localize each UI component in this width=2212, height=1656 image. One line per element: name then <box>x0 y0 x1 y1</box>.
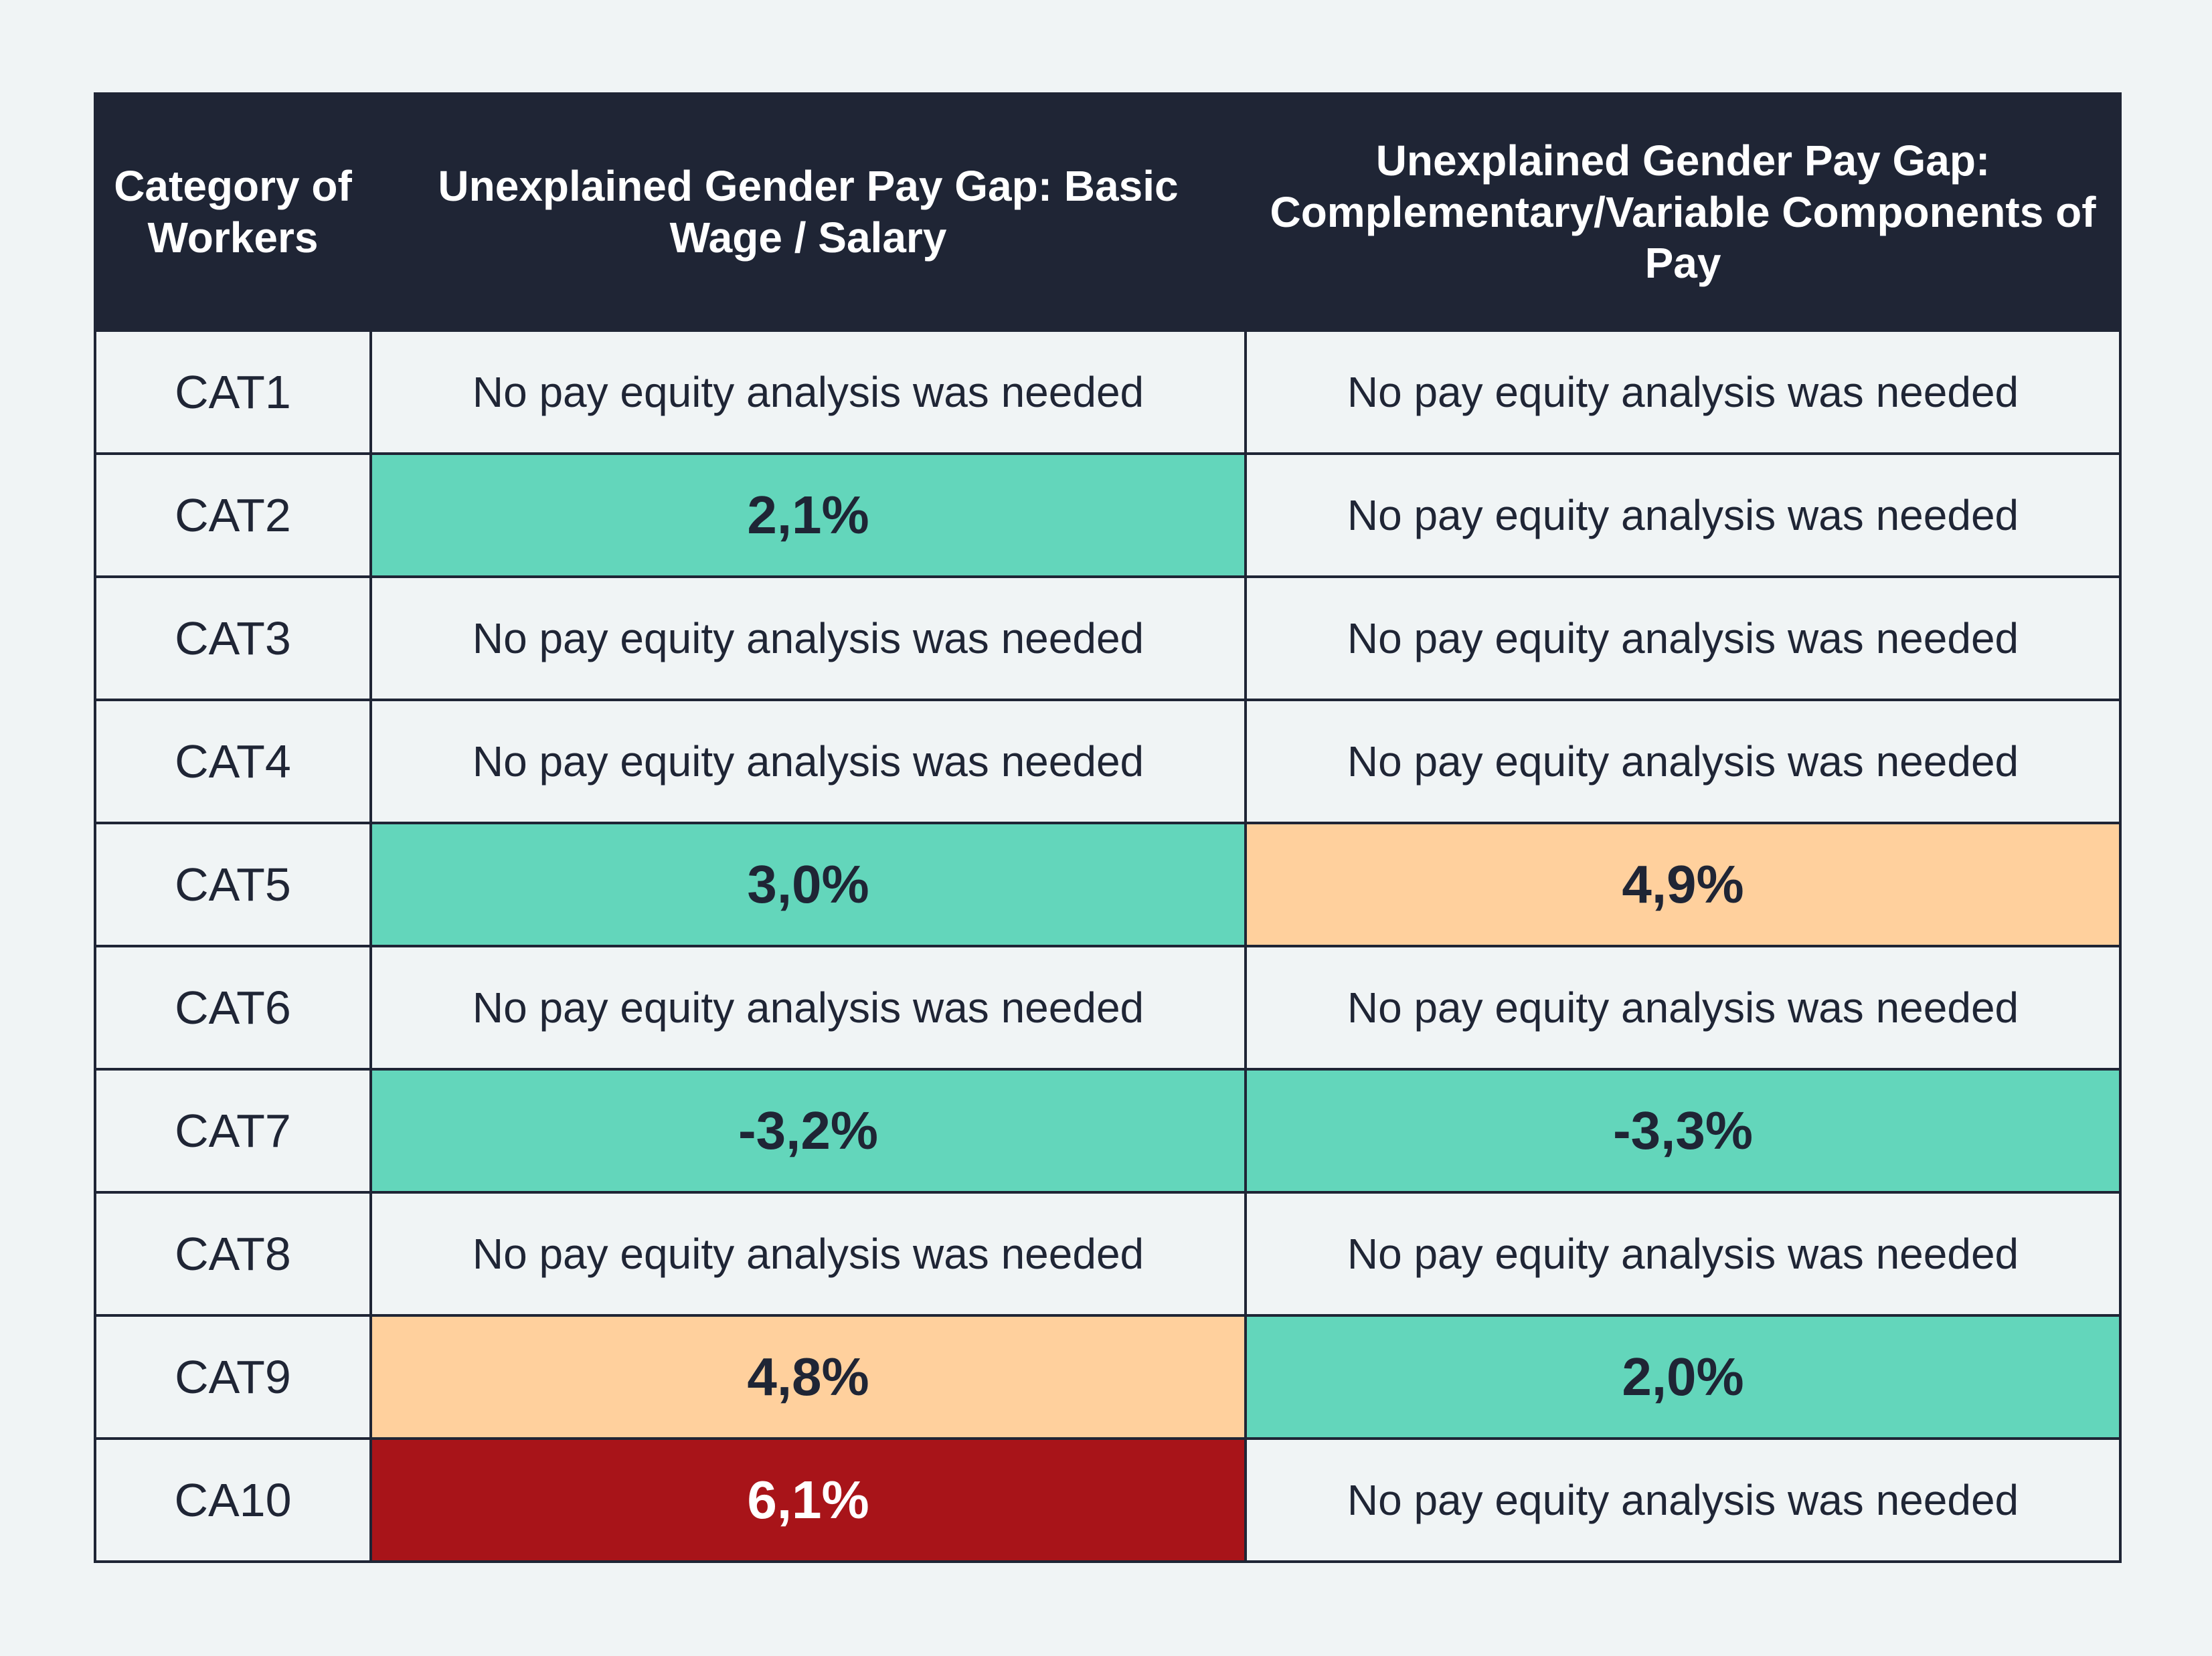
category-cell: CAT7 <box>94 1068 372 1194</box>
table-row: CAT5 3,0% 4,9% <box>94 822 2122 947</box>
category-cell: CAT3 <box>94 575 372 701</box>
header-basic-wage: Unexplained Gender Pay Gap: Basic Wage /… <box>369 92 1247 332</box>
pay-gap-table: Category of Workers Unexplained Gender P… <box>94 92 2122 1563</box>
header-variable-pay: Unexplained Gender Pay Gap: Complementar… <box>1244 92 2122 332</box>
table-row: CAT9 4,8% 2,0% <box>94 1314 2122 1440</box>
table-row: CAT2 2,1% No pay equity analysis was nee… <box>94 452 2122 578</box>
category-cell: CAT4 <box>94 699 372 824</box>
category-cell: CAT2 <box>94 452 372 578</box>
basic-wage-cell: No pay equity analysis was needed <box>369 1191 1247 1317</box>
category-cell: CA10 <box>94 1437 372 1563</box>
variable-pay-cell: No pay equity analysis was needed <box>1244 945 2122 1071</box>
variable-pay-cell: 2,0% <box>1244 1314 2122 1440</box>
basic-wage-cell: No pay equity analysis was needed <box>369 699 1247 824</box>
variable-pay-cell: No pay equity analysis was needed <box>1244 329 2122 455</box>
table-row: CAT4 No pay equity analysis was needed N… <box>94 699 2122 824</box>
variable-pay-cell: No pay equity analysis was needed <box>1244 575 2122 701</box>
variable-pay-cell: No pay equity analysis was needed <box>1244 1437 2122 1563</box>
category-cell: CAT6 <box>94 945 372 1071</box>
table-row: CAT1 No pay equity analysis was needed N… <box>94 329 2122 455</box>
table-row: CAT6 No pay equity analysis was needed N… <box>94 945 2122 1071</box>
category-cell: CAT8 <box>94 1191 372 1317</box>
basic-wage-cell: -3,2% <box>369 1068 1247 1194</box>
basic-wage-cell: 3,0% <box>369 822 1247 947</box>
variable-pay-cell: 4,9% <box>1244 822 2122 947</box>
basic-wage-cell: 6,1% <box>369 1437 1247 1563</box>
category-cell: CAT5 <box>94 822 372 947</box>
variable-pay-cell: No pay equity analysis was needed <box>1244 452 2122 578</box>
basic-wage-cell: 2,1% <box>369 452 1247 578</box>
table-row: CAT7 -3,2% -3,3% <box>94 1068 2122 1194</box>
table-row: CA10 6,1% No pay equity analysis was nee… <box>94 1437 2122 1563</box>
category-cell: CAT1 <box>94 329 372 455</box>
basic-wage-cell: No pay equity analysis was needed <box>369 329 1247 455</box>
table-row: CAT8 No pay equity analysis was needed N… <box>94 1191 2122 1317</box>
table-row: CAT3 No pay equity analysis was needed N… <box>94 575 2122 701</box>
variable-pay-cell: No pay equity analysis was needed <box>1244 699 2122 824</box>
basic-wage-cell: No pay equity analysis was needed <box>369 945 1247 1071</box>
category-cell: CAT9 <box>94 1314 372 1440</box>
table-header-row: Category of Workers Unexplained Gender P… <box>94 92 2122 332</box>
header-category: Category of Workers <box>94 92 372 332</box>
variable-pay-cell: -3,3% <box>1244 1068 2122 1194</box>
variable-pay-cell: No pay equity analysis was needed <box>1244 1191 2122 1317</box>
basic-wage-cell: 4,8% <box>369 1314 1247 1440</box>
basic-wage-cell: No pay equity analysis was needed <box>369 575 1247 701</box>
